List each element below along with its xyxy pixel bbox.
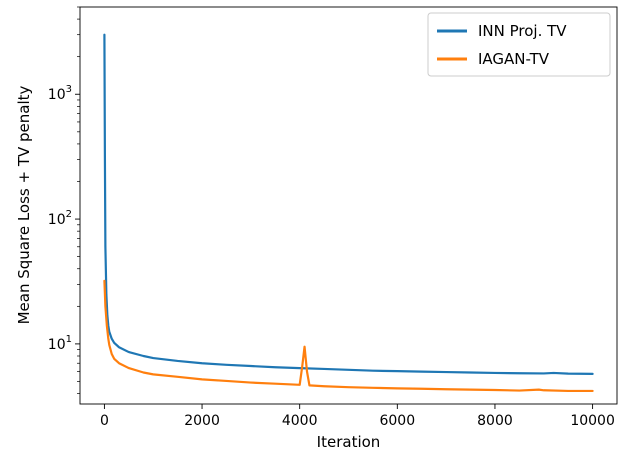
legend-label-inn-proj-tv: INN Proj. TV xyxy=(478,22,567,40)
plot-frame xyxy=(79,6,618,405)
x-tick-label: 2000 xyxy=(184,413,220,429)
series-line-iagan-tv xyxy=(103,279,594,393)
x-axis-ticks: 0 2000 4000 6000 8000 10000 xyxy=(100,404,615,429)
x-tick-label: 8000 xyxy=(477,413,513,429)
series-line-inn-proj-tv xyxy=(103,33,594,375)
x-tick-label: 0 xyxy=(100,413,109,429)
x-tick-label: 6000 xyxy=(379,413,415,429)
legend-frame xyxy=(427,12,611,77)
legend-label-iagan-tv: IAGAN-TV xyxy=(478,50,550,68)
y-tick-label: 103 xyxy=(48,84,72,103)
y-tick-label: 101 xyxy=(48,334,72,353)
series-layer xyxy=(103,33,594,393)
y-axis-label: Mean Square Loss + TV penalty xyxy=(15,85,33,324)
x-tick-label: 4000 xyxy=(282,413,318,429)
x-tick-label: 10000 xyxy=(570,413,615,429)
x-axis-label: Iteration xyxy=(317,433,381,451)
legend: INN Proj. TV IAGAN-TV xyxy=(427,12,611,77)
y-tick-label: 102 xyxy=(48,209,72,228)
y-axis-ticks: 101 102 103 xyxy=(48,6,80,394)
